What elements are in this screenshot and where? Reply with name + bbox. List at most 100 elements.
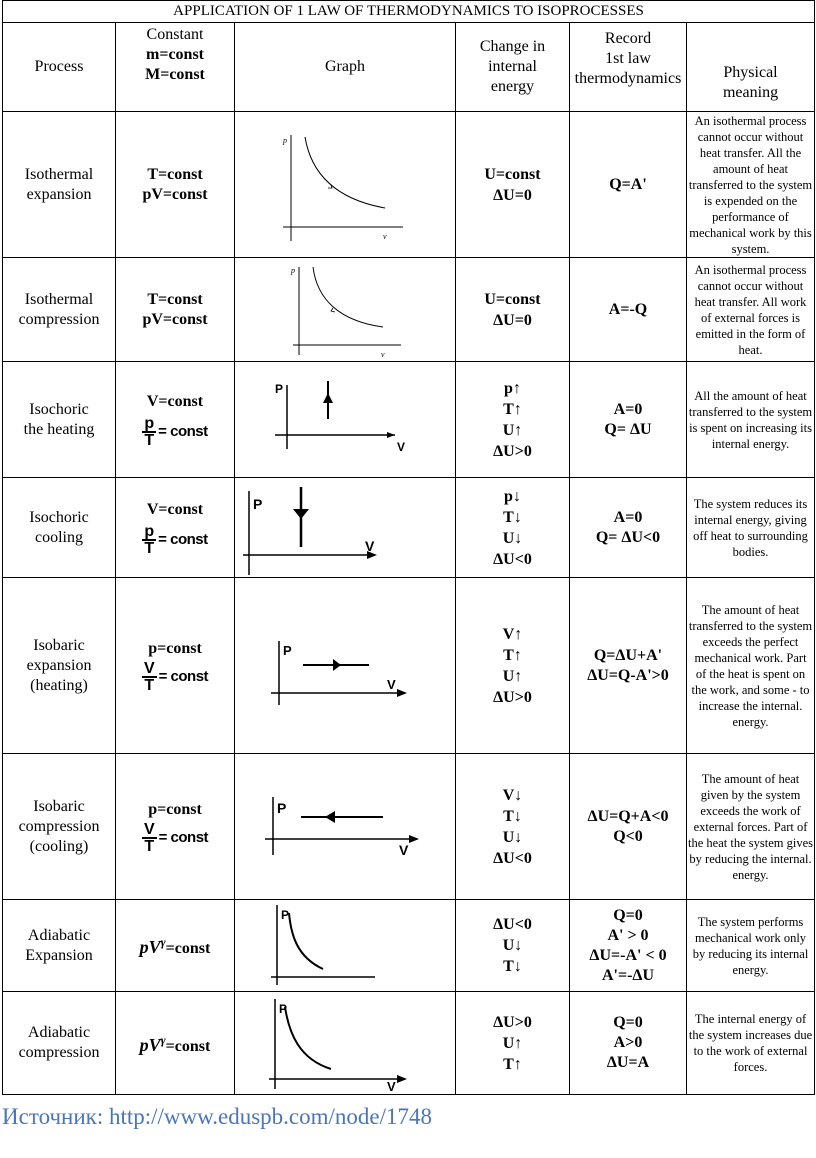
direction-arrow (325, 810, 335, 823)
process-line: Isothermal (24, 165, 94, 183)
change-line: ΔU<0 (493, 916, 532, 933)
fraction: p T (142, 523, 157, 557)
process-name: Isobaric compression (cooling) (2, 753, 116, 900)
change-line: T↓ (503, 508, 522, 526)
record-line: Q= ΔU<0 (595, 528, 661, 546)
gamma-exponent: γ (160, 935, 166, 949)
process-name: Isochoric the heating (2, 361, 116, 478)
isotherm-compression-graph: p v (290, 266, 401, 359)
process-line: (cooling) (29, 837, 89, 855)
constant-cell: T=const pV=const (115, 257, 235, 362)
change-line: U↑ (502, 421, 523, 439)
record-line: A'=-ΔU (601, 966, 655, 984)
v-axis-arrow (397, 688, 407, 697)
change-line: U↓ (502, 937, 523, 954)
fraction: p T (142, 415, 157, 449)
record-line: A=0 (613, 400, 643, 418)
process-name: Isobaric expansion (heating) (2, 577, 116, 754)
fraction-denominator: T (144, 676, 155, 694)
physical-meaning-cell: The amount of heat transferred to the sy… (685, 577, 816, 754)
adiabatic-expansion-graph: P (271, 904, 375, 985)
change-line: T↓ (503, 807, 522, 825)
process-name: Isochoric cooling (2, 477, 116, 578)
energy-change-cell: U=const ΔU=0 (455, 111, 570, 258)
constant-line: V=const (146, 392, 204, 410)
process-line: Expansion (25, 946, 93, 964)
record-line: ΔU=Q-A'>0 (587, 666, 669, 684)
first-law-cell: Q=0 A>0 ΔU=A (569, 991, 687, 1095)
graph-cell: P V (234, 477, 456, 578)
fraction-numerator: V (141, 820, 157, 839)
header-constant: Constant m=const M=const (115, 22, 235, 112)
p-axis-label: P (281, 908, 289, 922)
constant-line: T=const (147, 165, 203, 183)
first-law-cell: A=-Q (569, 257, 687, 362)
change-line: p↑ (504, 379, 521, 397)
change-line: U↑ (502, 1034, 523, 1052)
graph-cell: p v (234, 257, 456, 362)
record-line: ΔU=-A' < 0 (589, 946, 667, 964)
fraction-rhs: = const (158, 422, 208, 440)
process-line: cooling (35, 528, 83, 546)
header-change-line: internal (488, 58, 537, 75)
record-line: Q=0 (613, 906, 643, 924)
physical-meaning-cell: The amount of heat given by the system e… (685, 753, 816, 900)
header-constant-molar: M=const (145, 66, 205, 83)
graph-cell: P V (234, 753, 456, 900)
constant-line: pV=const (142, 310, 208, 328)
header-constant-label: Constant (146, 26, 204, 43)
header-record-line: thermodynamics (574, 70, 682, 87)
physical-meaning-cell: The internal energy of the system increa… (685, 991, 816, 1095)
adiabat-formula: pVγ (140, 1032, 166, 1055)
graph-cell: P V (234, 577, 456, 754)
v-axis-label: V (399, 842, 409, 858)
process-line: compression (18, 310, 100, 328)
fraction-rhs: = const (158, 667, 209, 685)
process-line: Isochoric (29, 400, 89, 418)
first-law-cell: Q=A' (569, 111, 687, 258)
first-law-cell: ΔU=Q+A<0 Q<0 (569, 753, 687, 900)
header-physical-line: Physical (723, 64, 778, 81)
isotherm-curve (312, 266, 384, 327)
v-axis-label: V (387, 1079, 396, 1094)
constant-cell: p=const V T = const (115, 753, 235, 900)
process-line: Isobaric (33, 797, 85, 815)
source-link[interactable]: Источник: http://www.eduspb.com/node/174… (2, 1104, 433, 1129)
header-change-line: Change in (479, 38, 546, 55)
constant-line: p=const (148, 800, 202, 818)
ratio-formula: p T = const (117, 523, 234, 557)
record-line: ΔU=A (606, 1054, 650, 1071)
p-axis-label: P (279, 1002, 287, 1016)
constant-line: T=const (147, 290, 203, 308)
change-line: T↑ (503, 400, 522, 418)
constant-cell: p=const V T = const (115, 577, 235, 754)
record-line: Q<0 (613, 827, 643, 845)
adiabat-curve (288, 912, 324, 970)
gamma-exponent: γ (160, 1032, 166, 1047)
process-name: Adiabatic Expansion (2, 899, 116, 992)
record-line: A' > 0 (607, 926, 649, 944)
physical-meaning-cell: The system performs mechanical work only… (685, 899, 816, 992)
fraction-denominator: T (144, 431, 155, 449)
header-process: Process (2, 22, 116, 112)
isobaric-expansion-graph: P V (271, 640, 407, 705)
physical-meaning-cell: An isothermal process cannot occur witho… (685, 257, 816, 362)
p-axis-label: p (290, 266, 295, 275)
fraction-rhs: = const (158, 530, 208, 548)
adiabat-formula: pVγ (139, 935, 166, 957)
change-line: U↓ (502, 529, 523, 547)
energy-change-cell: p↓ T↓ U↓ ΔU<0 (455, 477, 570, 578)
isoprocesses-table: APPLICATION OF 1 LAW OF THERMODYNAMICS T… (1, 0, 816, 1095)
table-row: Isothermal expansion T=const pV=const p … (2, 111, 816, 258)
change-line: T↑ (503, 646, 522, 664)
ratio-formula: V T = const (117, 660, 234, 694)
fraction-denominator: T (144, 539, 155, 557)
processes-table-sheet: APPLICATION OF 1 LAW OF THERMODYNAMICS T… (1, 0, 816, 1095)
formula-rhs: =const (165, 1037, 211, 1055)
first-law-cell: A=0 Q= ΔU<0 (569, 477, 687, 578)
table-row: Adiabatic Expansion pVγ=const P ΔU<0 U↓ … (2, 899, 816, 992)
header-physical: Physical meaning (685, 22, 816, 112)
process-line: Adiabatic (27, 1024, 91, 1041)
pv-term: pV (139, 937, 161, 957)
record-line: Q= ΔU (604, 420, 652, 438)
